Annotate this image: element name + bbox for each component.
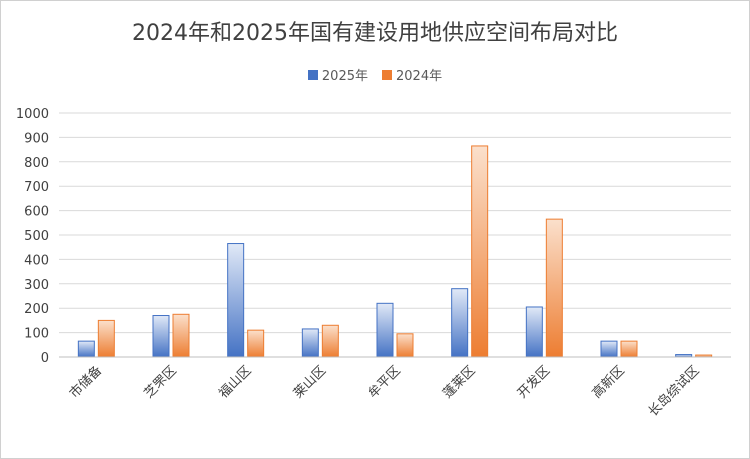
bar: [227, 243, 245, 358]
legend-item-2025: 2025年: [307, 65, 368, 84]
y-tick-label: 800: [24, 156, 49, 171]
bar: [77, 340, 95, 358]
bar: [471, 145, 489, 358]
x-tick-label: 蓬莱区: [440, 363, 478, 401]
bar: [376, 302, 394, 358]
bar: [600, 340, 618, 358]
gridlines: [59, 112, 731, 358]
bar: [247, 329, 265, 358]
bar: [301, 328, 319, 358]
y-tick-label: 900: [24, 131, 49, 146]
legend-swatch-2025: [307, 69, 318, 80]
x-tick-label: 莱山区: [291, 363, 329, 401]
x-tick-label: 开发区: [514, 363, 553, 402]
x-tick-label: 高新区: [589, 363, 628, 402]
y-tick-label: 100: [24, 327, 49, 342]
y-tick-label: 0: [41, 351, 49, 366]
y-tick-label: 700: [24, 180, 49, 195]
y-tick-label: 200: [24, 302, 49, 317]
x-tick-label: 福山区: [216, 363, 254, 401]
bar: [97, 319, 115, 358]
y-tick-label: 500: [24, 229, 49, 244]
bar: [152, 315, 170, 358]
x-tick-label: 牟平区: [366, 363, 404, 401]
x-axis: 市储备 芝罘区 福山区 莱山区 牟平区 蓬莱区 开发区 高新区 长岛综试区: [59, 356, 731, 420]
y-tick-label: 1000: [16, 107, 49, 122]
bar: [396, 333, 414, 358]
legend-item-2024: 2024年: [382, 65, 442, 84]
legend-label-2024: 2024年: [396, 69, 443, 84]
legend: 2025年 2024年: [1, 65, 749, 84]
bar: [525, 306, 543, 358]
bar: [451, 288, 469, 358]
x-tick-label: 芝罘区: [141, 363, 180, 402]
y-tick-label: 300: [24, 278, 49, 293]
x-tick-label: 长岛综试区: [645, 363, 702, 420]
y-axis: 0 100 200 300 400 500 600 700 800 900 1000: [16, 107, 49, 366]
x-tick-label: 市储备: [66, 363, 105, 402]
bar: [620, 340, 638, 358]
bar: [545, 218, 563, 358]
chart-title: 2024年和2025年国有建设用地供应空间布局对比: [132, 21, 618, 46]
legend-swatch-2024: [382, 69, 392, 80]
y-tick-label: 600: [24, 205, 49, 220]
bars: [77, 145, 713, 358]
bar: [172, 313, 190, 358]
legend-label-2025: 2025年: [321, 69, 368, 84]
bar: [321, 324, 339, 358]
y-tick-label: 400: [24, 253, 49, 268]
